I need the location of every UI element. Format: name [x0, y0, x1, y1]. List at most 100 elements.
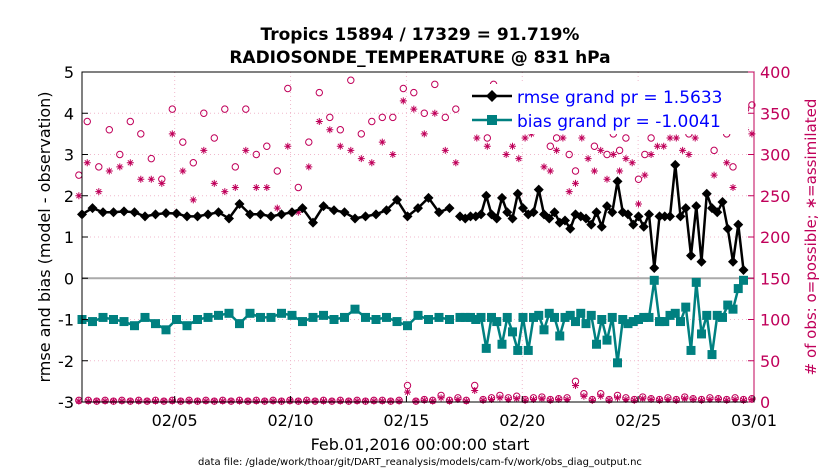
- obs-assimilated-marker: [740, 396, 747, 404]
- obs-possible-marker: [410, 88, 418, 97]
- bias-point: [592, 339, 601, 349]
- rmse-point: [686, 250, 696, 261]
- obs-possible-marker: [210, 134, 219, 142]
- rmse-point: [581, 213, 591, 224]
- bias-point: [235, 319, 244, 329]
- obs-assimilated-marker: [273, 204, 281, 212]
- obs-assimilated-marker: [420, 130, 428, 138]
- bias-point: [539, 325, 549, 335]
- obs-assimilated-marker: [177, 397, 185, 405]
- x-axis: 02/05 02/10 02/15 02/20 02/25 03/01: [152, 396, 777, 430]
- rmse-point: [329, 205, 339, 216]
- obs-possible-marker: [189, 159, 198, 167]
- bias-point: [340, 312, 349, 322]
- obs-assimilated-marker: [378, 397, 386, 405]
- bias-point: [733, 284, 743, 294]
- obs-possible-marker: [441, 113, 449, 122]
- obs-assimilated-marker: [147, 175, 155, 183]
- obs-possible-marker: [399, 84, 407, 93]
- rmse-point: [507, 213, 518, 224]
- bias-point: [712, 310, 722, 320]
- obs-assimilated-marker: [446, 397, 453, 405]
- obs-assimilated-marker: [261, 397, 269, 405]
- obs-assimilated-marker: [137, 175, 145, 183]
- bias-point: [518, 312, 528, 322]
- obs-assimilated-marker: [635, 200, 642, 208]
- obs-assimilated-marker: [152, 397, 159, 405]
- rmse-point: [140, 211, 150, 222]
- obs-assimilated-marker: [158, 179, 166, 187]
- obs-assimilated-marker: [504, 396, 512, 404]
- obs-assimilated-marker: [252, 397, 260, 405]
- obs-assimilated-marker: [630, 396, 638, 404]
- obs-assimilated-marker: [488, 396, 495, 404]
- rmse-point: [665, 211, 675, 222]
- obs-possible-marker: [357, 130, 365, 138]
- obs-possible-marker: [326, 113, 334, 122]
- y-axis-label-left: rmse and bias (model - observation): [35, 91, 54, 382]
- obs-assimilated-marker: [303, 397, 311, 405]
- obs-assimilated-marker: [685, 151, 693, 158]
- rmse-point: [644, 209, 654, 220]
- obs-possible-marker: [729, 163, 737, 171]
- rmse-point: [633, 211, 644, 222]
- obs-assimilated-marker: [580, 392, 588, 400]
- obs-assimilated-marker: [731, 396, 739, 404]
- chart-title-line1: Tropics 15894 / 17329 = 91.719%: [261, 25, 580, 45]
- obs-assimilated-marker: [284, 142, 292, 150]
- obs-assimilated-marker: [572, 382, 579, 389]
- bias-point: [649, 275, 659, 285]
- right-tick-label: 150: [760, 269, 791, 288]
- obs-possible-marker: [137, 130, 145, 138]
- bias-point: [602, 335, 612, 345]
- left-tick-label: 3: [64, 146, 74, 165]
- obs-possible-marker: [420, 109, 428, 117]
- rmse-point: [255, 209, 266, 220]
- obs-assimilated-marker: [656, 396, 663, 404]
- bias-point: [571, 317, 580, 327]
- right-tick-label: 250: [760, 187, 791, 206]
- bias-point: [172, 315, 181, 324]
- bias-point: [471, 315, 481, 324]
- obs-assimilated-marker: [540, 163, 548, 171]
- obs-assimilated-marker: [588, 396, 596, 404]
- bias-point: [98, 312, 108, 322]
- obs-assimilated-marker: [305, 163, 313, 171]
- rmse-point: [528, 207, 539, 218]
- obs-assimilated-marker: [95, 188, 103, 196]
- bias-point: [660, 317, 670, 327]
- rmse-point: [402, 211, 413, 222]
- rmse-point: [87, 203, 98, 214]
- y-axis-label-right: # of obs: o=possible; ∗=assimilated: [802, 99, 820, 376]
- rmse-point: [549, 207, 560, 218]
- obs-assimilated-marker: [347, 146, 355, 154]
- obs-assimilated-marker: [679, 146, 687, 154]
- obs-possible-marker: [634, 175, 643, 183]
- obs-assimilated-marker: [189, 196, 197, 204]
- bias-point: [508, 327, 517, 337]
- rmse-point: [628, 219, 639, 230]
- obs-possible-marker: [347, 76, 355, 84]
- obs-assimilated-marker: [515, 155, 523, 163]
- obs-assimilated-marker: [126, 159, 134, 167]
- rmse-point: [623, 209, 633, 220]
- legend-box: [462, 84, 748, 134]
- obs-assimilated-marker: [496, 394, 504, 402]
- bias-point: [707, 350, 717, 360]
- rmse-point: [654, 211, 665, 222]
- rmse-point: [266, 211, 276, 222]
- rmse-point: [360, 211, 371, 222]
- bias-point: [691, 277, 701, 287]
- obs-assimilated-marker: [221, 188, 229, 196]
- bias-point: [560, 312, 570, 322]
- rmse-point: [234, 199, 245, 209]
- rmse-point: [586, 219, 597, 230]
- rmse-point: [638, 221, 649, 232]
- obs-assimilated-marker: [210, 179, 218, 187]
- obs-assimilated-marker: [590, 167, 598, 175]
- rmse-point: [108, 207, 119, 218]
- obs-assimilated-marker: [83, 159, 91, 167]
- obs-assimilated-marker: [639, 395, 647, 403]
- obs-assimilated-marker: [126, 397, 134, 405]
- rmse-point: [502, 207, 513, 218]
